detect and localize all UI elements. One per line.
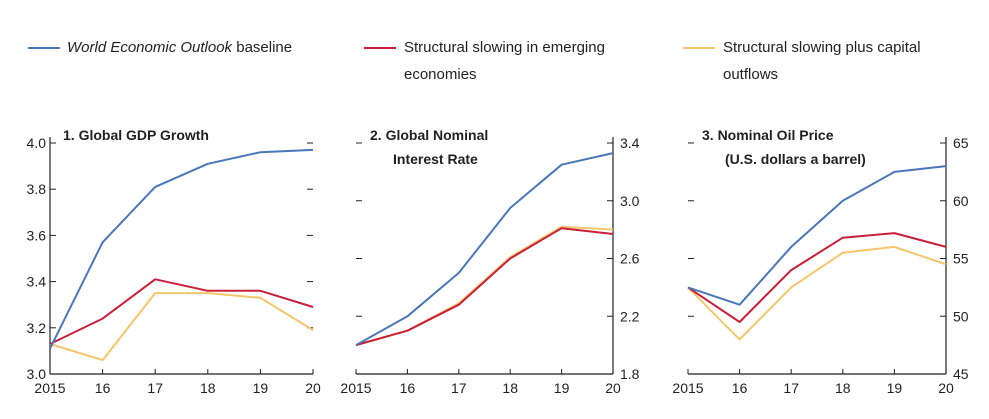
chart-title: Interest Rate bbox=[393, 151, 478, 167]
y-tick-label: 4.0 bbox=[27, 135, 47, 151]
y-tick-label: 3.0 bbox=[620, 193, 640, 209]
y-tick-label: 50 bbox=[953, 308, 969, 324]
x-tick-label: 20 bbox=[938, 380, 954, 396]
legend-label-capital: Structural slowing plus capital outflows bbox=[723, 39, 921, 83]
x-tick-label: 2015 bbox=[672, 380, 703, 396]
x-tick-label: 2015 bbox=[340, 380, 371, 396]
legend-label-baseline: World Economic Outlook baseline bbox=[28, 34, 292, 61]
legend-swatch-capital bbox=[683, 47, 715, 49]
legend-label-structural: Structural slowing in emerging economies bbox=[404, 39, 605, 83]
x-tick-label: 18 bbox=[835, 380, 851, 396]
x-tick-label: 17 bbox=[783, 380, 799, 396]
x-tick-label: 18 bbox=[502, 380, 518, 396]
series-line-baseline bbox=[355, 152, 614, 346]
series-line-capital bbox=[355, 225, 614, 347]
legend: World Economic Outlook baseline Structur… bbox=[0, 0, 989, 90]
legend-label-baseline-rest: baseline bbox=[232, 39, 293, 56]
chart-title: 1. Global GDP Growth bbox=[63, 127, 209, 143]
y-tick-label: 60 bbox=[953, 193, 969, 209]
x-tick-label: 19 bbox=[253, 380, 269, 396]
y-tick-label: 3.0 bbox=[27, 366, 47, 382]
chart-title: 2. Global Nominal bbox=[370, 127, 488, 143]
y-tick-label: 1.8 bbox=[620, 366, 640, 382]
legend-item-capital: Structural slowing plus capital outflows bbox=[683, 34, 973, 88]
y-tick-label: 3.2 bbox=[27, 320, 47, 336]
legend-item-baseline: World Economic Outlook baseline bbox=[28, 34, 292, 61]
y-tick-label: 2.6 bbox=[620, 251, 640, 267]
x-tick-label: 19 bbox=[887, 380, 903, 396]
y-tick-label: 55 bbox=[953, 251, 969, 267]
chart-title: 3. Nominal Oil Price bbox=[702, 127, 834, 143]
y-tick-label: 3.4 bbox=[27, 274, 47, 290]
y-tick-label: 3.8 bbox=[27, 181, 47, 197]
y-tick-label: 65 bbox=[953, 135, 969, 151]
y-tick-label: 45 bbox=[953, 366, 969, 382]
x-tick-label: 2015 bbox=[34, 380, 65, 396]
panel-1: 2015 16 17 18 19 20 3.0 3.2 3.4 3.6 3.8 4.0 1. Globa… bbox=[27, 127, 321, 396]
legend-swatch-baseline bbox=[28, 47, 60, 49]
y-tick-label: 2.2 bbox=[620, 308, 640, 324]
x-tick-label: 16 bbox=[732, 380, 748, 396]
y-tick-label: 3.4 bbox=[620, 135, 640, 151]
series-line-capital bbox=[687, 245, 947, 341]
series-line-structural bbox=[49, 278, 314, 345]
legend-swatch-structural bbox=[364, 47, 396, 49]
x-tick-label: 16 bbox=[95, 380, 111, 396]
x-tick-label: 18 bbox=[200, 380, 216, 396]
x-tick-label: 20 bbox=[305, 380, 321, 396]
legend-label-baseline-italic: World Economic Outlook bbox=[67, 39, 233, 56]
x-tick-label: 17 bbox=[147, 380, 163, 396]
series-line-capital bbox=[49, 292, 314, 362]
x-tick-label: 20 bbox=[605, 380, 621, 396]
series-line-structural bbox=[687, 232, 947, 323]
legend-item-structural: Structural slowing in emerging economies bbox=[364, 34, 664, 88]
chart-title: (U.S. dollars a barrel) bbox=[725, 151, 866, 167]
series-line-baseline bbox=[687, 165, 947, 306]
series-line-structural bbox=[355, 227, 614, 347]
x-tick-label: 19 bbox=[554, 380, 570, 396]
panel-2: 2015 16 17 18 19 201.8 2.2 2.6 3.0 3.4 2. Global N… bbox=[340, 127, 639, 396]
x-tick-label: 17 bbox=[451, 380, 467, 396]
series-line-baseline bbox=[49, 148, 314, 350]
y-tick-label: 3.6 bbox=[27, 227, 47, 243]
x-tick-label: 16 bbox=[400, 380, 416, 396]
